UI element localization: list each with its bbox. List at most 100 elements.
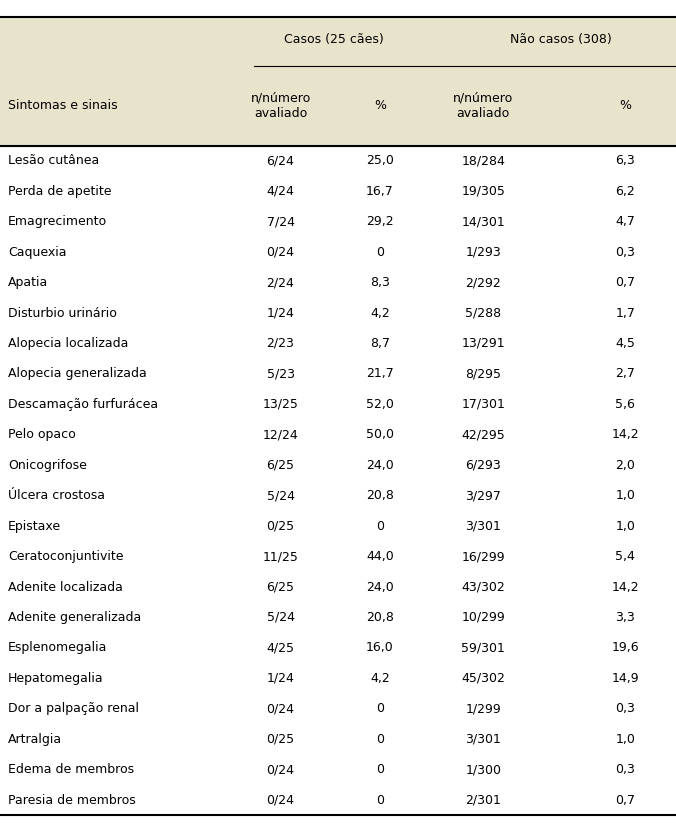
Text: 5/288: 5/288 <box>465 306 502 319</box>
Text: 42/295: 42/295 <box>462 428 505 441</box>
Text: Adenite localizada: Adenite localizada <box>8 581 123 593</box>
Text: 2,0: 2,0 <box>615 458 635 472</box>
Text: 44,0: 44,0 <box>366 550 394 563</box>
Text: 1,0: 1,0 <box>615 733 635 745</box>
Text: 0: 0 <box>376 763 384 776</box>
Text: Hepatomegalia: Hepatomegalia <box>8 672 103 685</box>
Text: Ceratoconjuntivite: Ceratoconjuntivite <box>8 550 124 563</box>
Text: %: % <box>374 99 386 112</box>
Text: Onicogrifose: Onicogrifose <box>8 458 87 472</box>
Text: 1/299: 1/299 <box>466 702 501 716</box>
Text: 10/299: 10/299 <box>462 611 505 624</box>
Text: 19/305: 19/305 <box>462 185 505 198</box>
Text: 20,8: 20,8 <box>366 489 394 503</box>
Text: 0,7: 0,7 <box>615 794 635 807</box>
Text: Sintomas e sinais: Sintomas e sinais <box>8 99 118 112</box>
Text: 2/301: 2/301 <box>465 794 502 807</box>
Text: 14,2: 14,2 <box>612 581 639 593</box>
Text: 1/24: 1/24 <box>266 672 295 685</box>
Text: Não casos (308): Não casos (308) <box>510 33 612 47</box>
Text: 1,0: 1,0 <box>615 489 635 503</box>
Text: 0/24: 0/24 <box>266 702 295 716</box>
Text: Casos (25 cães): Casos (25 cães) <box>284 33 383 47</box>
Text: Perda de apetite: Perda de apetite <box>8 185 112 198</box>
Text: 5,4: 5,4 <box>615 550 635 563</box>
Text: Emagrecimento: Emagrecimento <box>8 215 107 228</box>
Text: 1/300: 1/300 <box>465 763 502 776</box>
Text: 4,5: 4,5 <box>615 337 635 350</box>
Text: 45/302: 45/302 <box>462 672 505 685</box>
Text: 4/25: 4/25 <box>266 641 295 655</box>
Text: 3,3: 3,3 <box>615 611 635 624</box>
Text: Esplenomegalia: Esplenomegalia <box>8 641 107 655</box>
Text: Lesão cutânea: Lesão cutânea <box>8 154 99 167</box>
Text: 2,7: 2,7 <box>615 368 635 380</box>
Text: 0,3: 0,3 <box>615 245 635 259</box>
Text: 1/24: 1/24 <box>266 306 295 319</box>
Text: 20,8: 20,8 <box>366 611 394 624</box>
Text: 0: 0 <box>376 245 384 259</box>
Text: 0: 0 <box>376 733 384 745</box>
Text: 3/297: 3/297 <box>465 489 502 503</box>
Text: 8/295: 8/295 <box>465 368 502 380</box>
Text: 16/299: 16/299 <box>462 550 505 563</box>
Bar <box>0 17 676 146</box>
Text: 3/301: 3/301 <box>465 520 502 532</box>
Text: 14,2: 14,2 <box>612 428 639 441</box>
Text: 59/301: 59/301 <box>462 641 505 655</box>
Text: Úlcera crostosa: Úlcera crostosa <box>8 489 105 503</box>
Text: 43/302: 43/302 <box>462 581 505 593</box>
Text: 18/284: 18/284 <box>462 154 505 167</box>
Text: Disturbio urinário: Disturbio urinário <box>8 306 117 319</box>
Text: 16,7: 16,7 <box>366 185 394 198</box>
Text: 5/23: 5/23 <box>266 368 295 380</box>
Text: 12/24: 12/24 <box>263 428 298 441</box>
Text: 5/24: 5/24 <box>266 489 295 503</box>
Text: Apatia: Apatia <box>8 276 49 289</box>
Text: Caquexia: Caquexia <box>8 245 67 259</box>
Text: Pelo opaco: Pelo opaco <box>8 428 76 441</box>
Text: 6/25: 6/25 <box>266 458 295 472</box>
Text: 0/24: 0/24 <box>266 794 295 807</box>
Text: 3/301: 3/301 <box>465 733 502 745</box>
Text: 4,2: 4,2 <box>370 672 390 685</box>
Text: 16,0: 16,0 <box>366 641 394 655</box>
Text: 25,0: 25,0 <box>366 154 394 167</box>
Text: 0: 0 <box>376 520 384 532</box>
Text: 13/25: 13/25 <box>262 398 299 411</box>
Text: 24,0: 24,0 <box>366 458 394 472</box>
Text: Adenite generalizada: Adenite generalizada <box>8 611 141 624</box>
Text: Alopecia localizada: Alopecia localizada <box>8 337 128 350</box>
Text: 1,7: 1,7 <box>615 306 635 319</box>
Text: 0/25: 0/25 <box>266 733 295 745</box>
Text: 1/293: 1/293 <box>466 245 501 259</box>
Text: 0/24: 0/24 <box>266 245 295 259</box>
Text: 6,3: 6,3 <box>615 154 635 167</box>
Text: 8,7: 8,7 <box>370 337 390 350</box>
Text: 0: 0 <box>376 702 384 716</box>
Text: Paresia de membros: Paresia de membros <box>8 794 136 807</box>
Text: 6/24: 6/24 <box>266 154 295 167</box>
Text: Epistaxe: Epistaxe <box>8 520 62 532</box>
Text: 24,0: 24,0 <box>366 581 394 593</box>
Text: 4,7: 4,7 <box>615 215 635 228</box>
Text: 4,2: 4,2 <box>370 306 390 319</box>
Text: Descamação furfurácea: Descamação furfurácea <box>8 398 158 411</box>
Text: 29,2: 29,2 <box>366 215 393 228</box>
Text: 2/24: 2/24 <box>266 276 295 289</box>
Text: Dor a palpação renal: Dor a palpação renal <box>8 702 139 716</box>
Text: 52,0: 52,0 <box>366 398 394 411</box>
Text: 7/24: 7/24 <box>266 215 295 228</box>
Text: 4/24: 4/24 <box>266 185 295 198</box>
Text: %: % <box>619 99 631 112</box>
Text: 0,3: 0,3 <box>615 702 635 716</box>
Text: n/número
avaliado: n/número avaliado <box>453 92 514 120</box>
Text: 6/293: 6/293 <box>466 458 501 472</box>
Text: 0/25: 0/25 <box>266 520 295 532</box>
Text: 21,7: 21,7 <box>366 368 394 380</box>
Text: 6,2: 6,2 <box>615 185 635 198</box>
Text: n/número
avaliado: n/número avaliado <box>250 92 311 120</box>
Text: 50,0: 50,0 <box>366 428 394 441</box>
Text: 0,3: 0,3 <box>615 763 635 776</box>
Text: 14/301: 14/301 <box>462 215 505 228</box>
